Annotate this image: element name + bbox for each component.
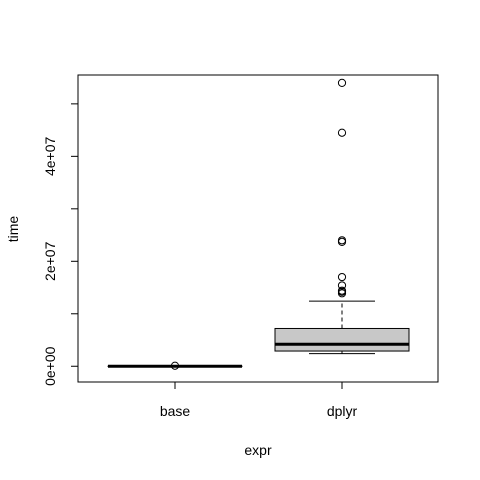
x-axis-label: expr (244, 442, 272, 458)
box-body (274, 327, 410, 352)
outlier-point (170, 361, 180, 370)
outlier-point (337, 281, 347, 290)
outlier-point (337, 286, 347, 295)
boxes (107, 78, 410, 370)
y-axis: 0e+00 2e+07 4e+07 (42, 103, 79, 386)
outlier-point (337, 128, 347, 137)
box-base (107, 361, 243, 370)
y-tick-label: 2e+07 (42, 241, 58, 281)
outlier-point (337, 272, 347, 282)
outlier-point (337, 236, 347, 245)
y-tick-label: 4e+07 (42, 136, 58, 176)
outlier-point (337, 78, 347, 87)
x-tick-label: dplyr (327, 403, 358, 419)
y-axis-label: time (5, 216, 21, 243)
x-axis: base dplyr (160, 381, 358, 419)
x-tick-label: base (160, 403, 191, 419)
y-tick-label: 0e+00 (42, 346, 58, 386)
box-dplyr (274, 78, 410, 355)
